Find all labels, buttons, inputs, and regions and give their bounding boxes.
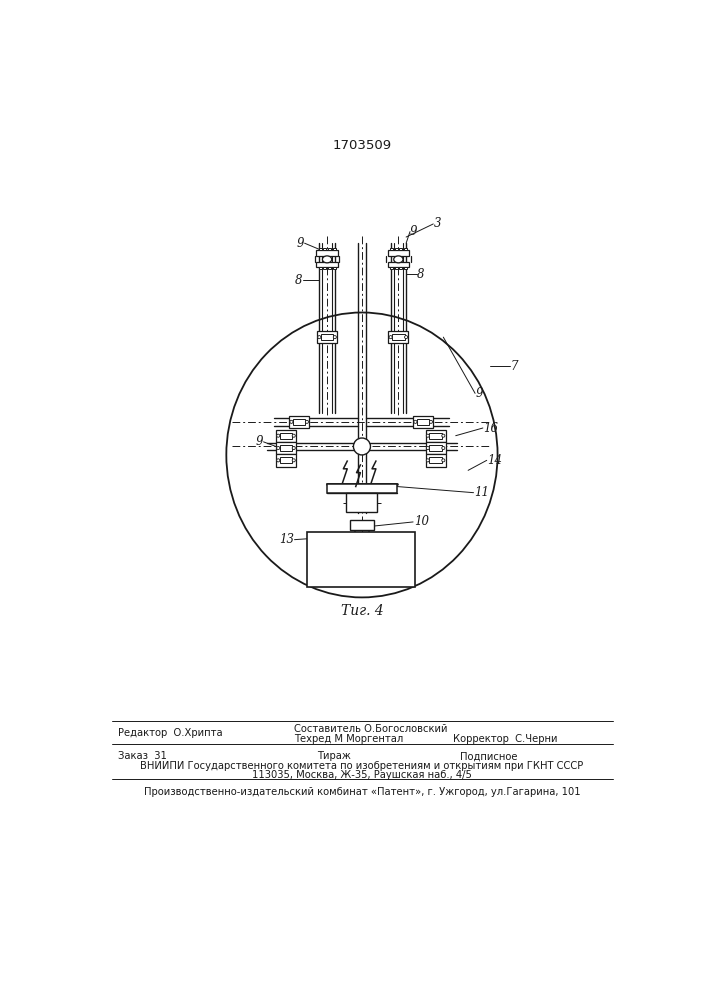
Bar: [395, 248, 397, 250]
Ellipse shape: [322, 256, 332, 263]
Bar: [351, 520, 373, 530]
Bar: [276, 442, 296, 454]
Circle shape: [404, 336, 408, 339]
Bar: [316, 262, 338, 267]
Bar: [388, 331, 409, 343]
Bar: [429, 433, 442, 439]
Bar: [280, 457, 292, 463]
Circle shape: [426, 446, 429, 450]
Circle shape: [354, 438, 370, 455]
Text: 8: 8: [417, 267, 424, 280]
Bar: [429, 445, 442, 451]
Text: 10: 10: [414, 515, 429, 528]
Text: 8: 8: [295, 274, 303, 287]
Text: 113035, Москва, Ж-35, Раушская наб., 4/5: 113035, Москва, Ж-35, Раушская наб., 4/5: [252, 770, 472, 780]
Circle shape: [317, 336, 321, 339]
Text: 7: 7: [510, 360, 518, 373]
Text: 9: 9: [296, 237, 304, 250]
Ellipse shape: [226, 312, 498, 597]
Circle shape: [276, 446, 280, 450]
Circle shape: [305, 420, 308, 423]
Bar: [399, 248, 402, 250]
Circle shape: [290, 420, 293, 423]
Circle shape: [276, 434, 280, 437]
Text: Корректор  С.Черни: Корректор С.Черни: [452, 734, 557, 744]
Circle shape: [276, 459, 280, 462]
Circle shape: [429, 420, 433, 423]
Circle shape: [442, 434, 445, 437]
Text: Составитель О.Богословский: Составитель О.Богословский: [293, 724, 448, 734]
Bar: [317, 331, 337, 343]
Bar: [276, 430, 296, 442]
Text: 3: 3: [434, 217, 442, 230]
Bar: [417, 419, 429, 425]
Bar: [321, 334, 333, 340]
Text: 1703509: 1703509: [332, 139, 392, 152]
Circle shape: [389, 336, 392, 339]
Bar: [346, 493, 378, 512]
Circle shape: [442, 459, 445, 462]
Circle shape: [333, 336, 337, 339]
Bar: [387, 250, 409, 256]
Text: Подписное: Подписное: [460, 751, 518, 761]
Text: 9: 9: [410, 225, 418, 238]
Bar: [387, 262, 409, 267]
Bar: [426, 442, 445, 454]
Bar: [390, 267, 393, 269]
Text: Редактор  О.Хрипта: Редактор О.Хрипта: [118, 728, 223, 738]
Bar: [426, 430, 445, 442]
Ellipse shape: [394, 256, 403, 263]
Bar: [332, 248, 336, 250]
Bar: [276, 454, 296, 466]
Bar: [429, 457, 442, 463]
Bar: [280, 445, 292, 451]
Bar: [316, 250, 338, 256]
Text: Τиг. 4: Τиг. 4: [341, 604, 383, 618]
Bar: [399, 267, 402, 269]
Bar: [332, 267, 336, 269]
Bar: [293, 419, 305, 425]
Circle shape: [292, 446, 296, 450]
Text: 16: 16: [484, 422, 498, 434]
Circle shape: [292, 434, 296, 437]
Bar: [328, 267, 331, 269]
Bar: [327, 484, 397, 493]
Text: 9: 9: [476, 387, 484, 400]
Bar: [328, 248, 331, 250]
Circle shape: [426, 459, 429, 462]
Text: Тираж: Тираж: [317, 751, 351, 761]
Bar: [280, 433, 292, 439]
Bar: [395, 267, 397, 269]
Circle shape: [426, 434, 429, 437]
Bar: [413, 416, 433, 428]
Bar: [319, 248, 322, 250]
Text: 11: 11: [474, 486, 489, 499]
Text: 9: 9: [255, 435, 263, 448]
Bar: [404, 267, 407, 269]
Text: Техред М Моргентал: Техред М Моргентал: [293, 734, 403, 744]
Text: 14: 14: [488, 454, 503, 467]
Circle shape: [442, 446, 445, 450]
Bar: [390, 248, 393, 250]
Bar: [426, 454, 445, 466]
Bar: [323, 248, 327, 250]
Text: ВНИИПИ Государственного комитета по изобретениям и открытиям при ГКНТ СССР: ВНИИПИ Государственного комитета по изоб…: [140, 761, 583, 771]
Bar: [289, 416, 309, 428]
Text: Заказ  31: Заказ 31: [118, 751, 167, 761]
Bar: [319, 267, 322, 269]
Bar: [307, 532, 416, 587]
Bar: [323, 267, 327, 269]
Text: 13: 13: [279, 533, 293, 546]
Bar: [392, 334, 404, 340]
Circle shape: [292, 459, 296, 462]
Text: Производственно-издательский комбинат «Патент», г. Ужгород, ул.Гагарина, 101: Производственно-издательский комбинат «П…: [144, 787, 580, 797]
Circle shape: [414, 420, 417, 423]
Bar: [404, 248, 407, 250]
